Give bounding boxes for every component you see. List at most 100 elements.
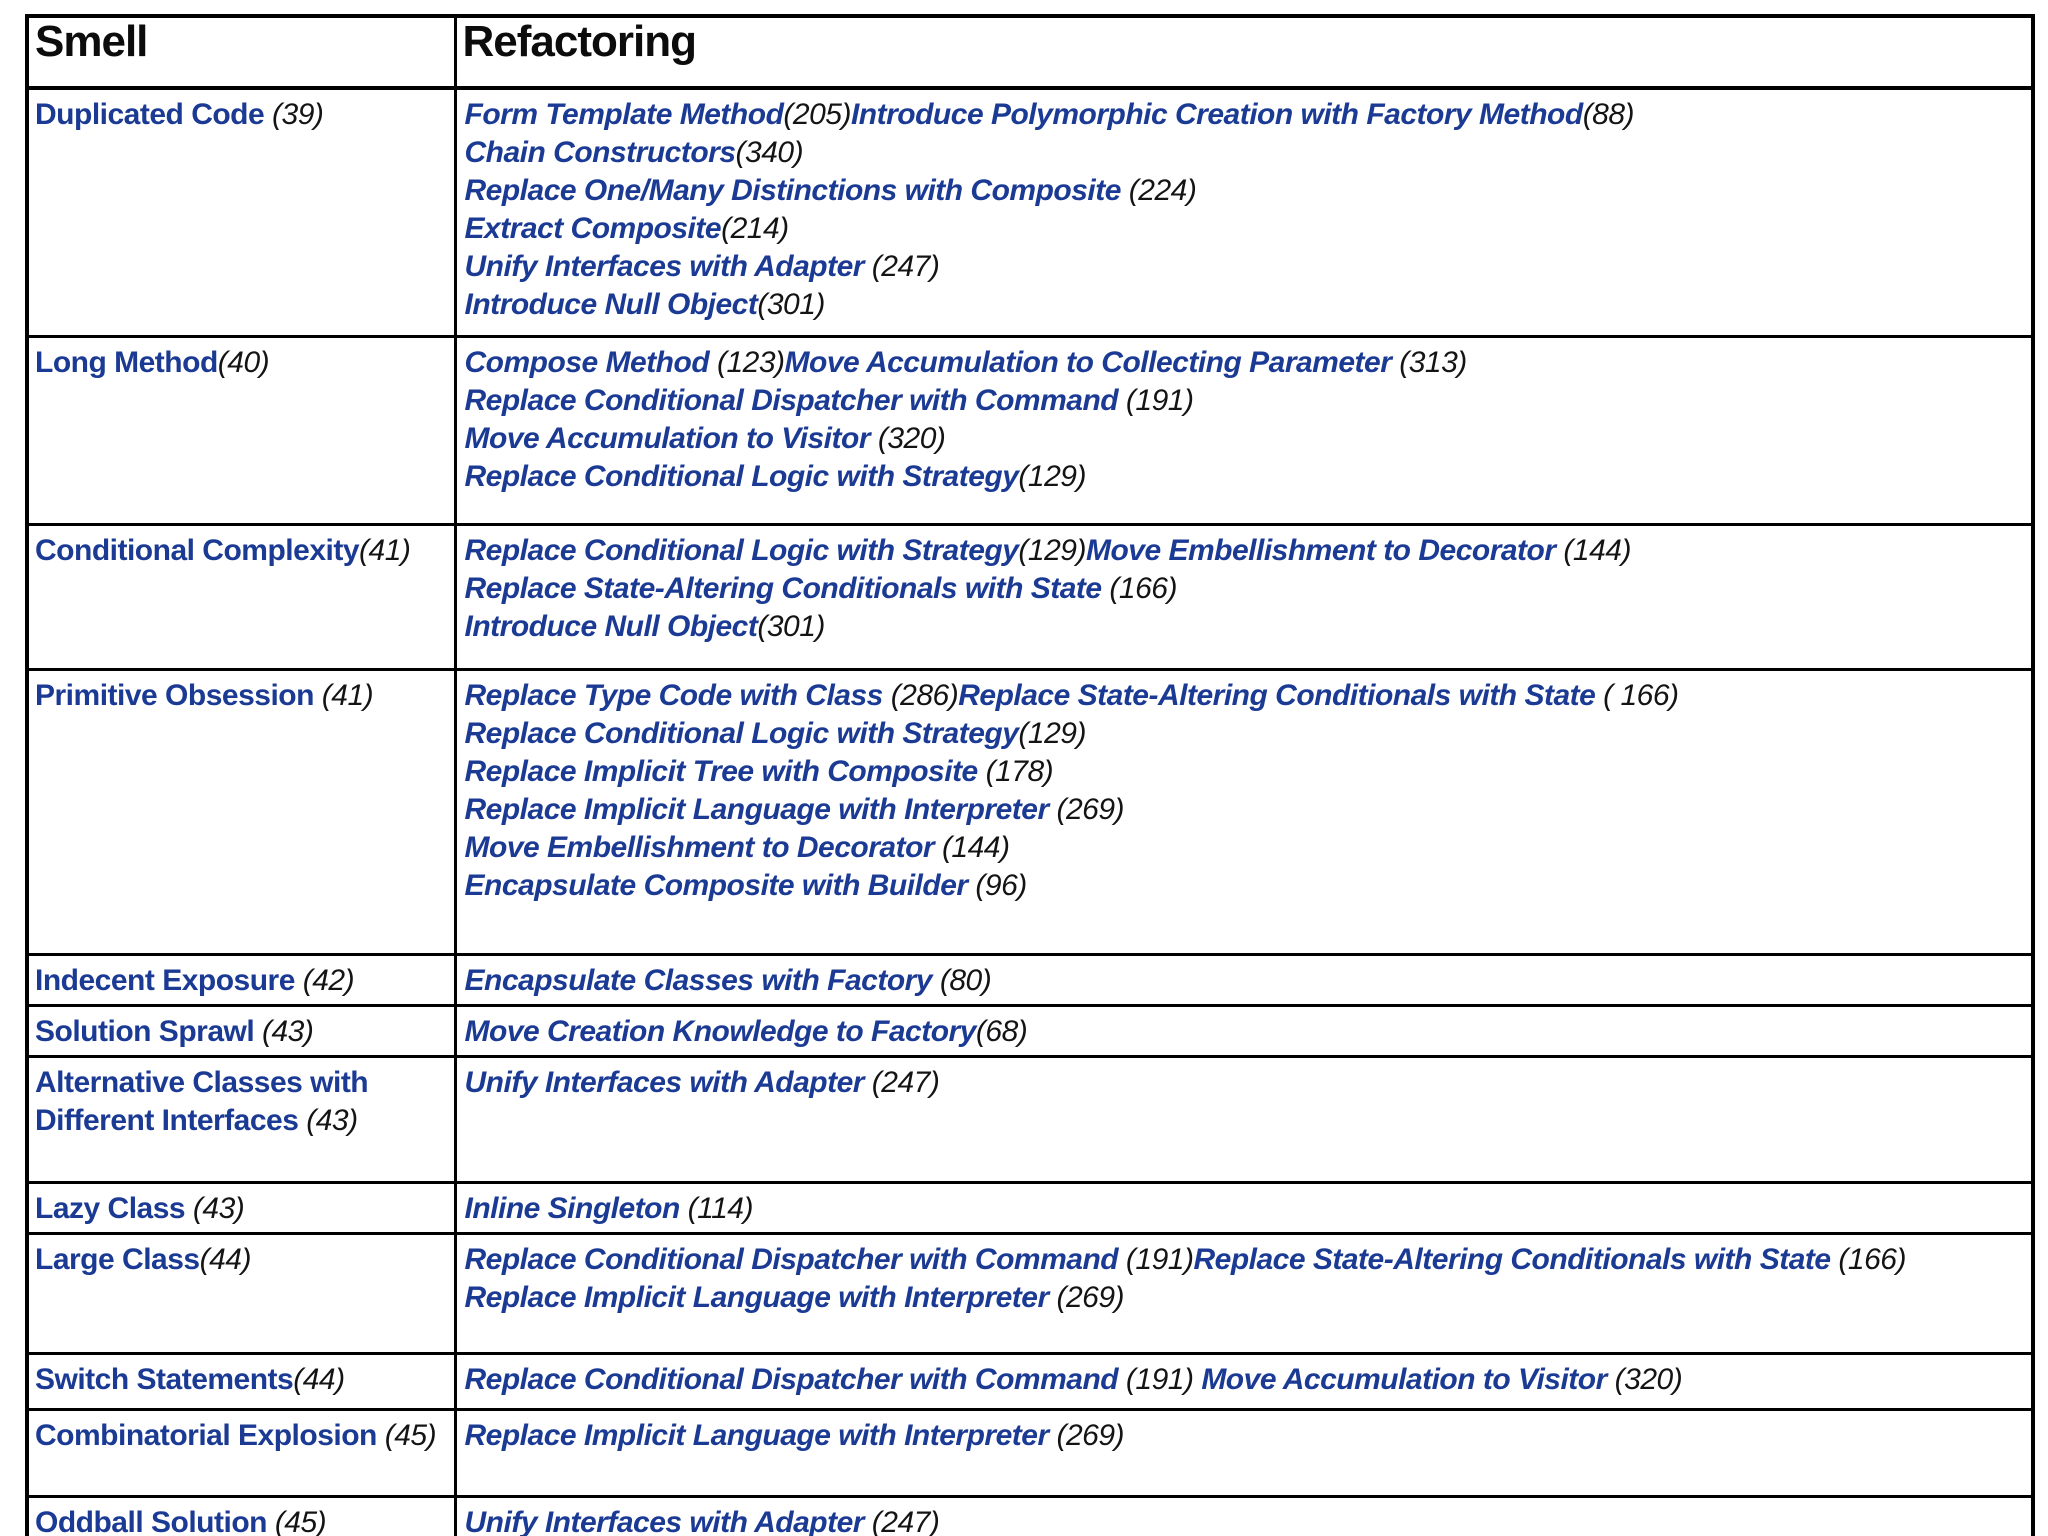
refactoring-name: Replace Type Code with Class <box>464 678 884 712</box>
refactoring-name: Encapsulate Classes with Factory <box>464 963 933 997</box>
refactoring-name: Unify Interfaces with Adapter <box>464 250 865 283</box>
refactoring-page-ref: (80) <box>932 963 992 997</box>
refactoring-line: Introduce Null Object(301) <box>465 286 2028 324</box>
refactoring-page-ref: (191) <box>1118 1242 1194 1276</box>
table-row: Indecent Exposure (42) Encapsulate Classe… <box>25 952 2035 1007</box>
refactoring-page-ref: (313) <box>1391 345 1467 379</box>
refactoring-line: Replace Conditional Dispatcher with Comm… <box>465 382 2028 420</box>
smell-name: Large Class <box>35 1242 200 1276</box>
refactoring-line: Replace Conditional Logic with Strategy(… <box>465 458 2028 496</box>
smell-name: Primitive Obsession <box>35 678 314 712</box>
refactoring-page-ref: (301) <box>757 288 825 321</box>
refactoring-line: Replace Type Code with Class (286)Replac… <box>465 677 2028 715</box>
smell-column-header: Smell <box>25 14 457 90</box>
refactoring-name: Replace One/Many Distinctions with Compo… <box>464 174 1122 207</box>
refactoring-line: Introduce Null Object(301) <box>465 608 2028 646</box>
refactoring-name: Extract Composite <box>464 212 722 245</box>
refactoring-page-ref: (129) <box>1018 459 1086 493</box>
table-row: Lazy Class (43) Inline Singleton (114) <box>25 1180 2035 1235</box>
refactoring-name: Replace State-Altering Conditionals with… <box>958 678 1596 712</box>
smell-page-ref: (43) <box>298 1103 358 1137</box>
refactoring-page-ref: (247) <box>863 1065 940 1099</box>
smell-cell: Conditional Complexity(41) <box>25 522 457 671</box>
refactoring-name: Replace Conditional Logic with Strategy <box>464 533 1019 567</box>
smell-name: Combinatorial Explosion <box>35 1418 377 1452</box>
refactoring-page-ref: (166) <box>1101 571 1177 605</box>
smell-name: Solution Sprawl <box>35 1014 255 1048</box>
refactoring-column-header: Refactoring <box>453 14 2035 90</box>
refactoring-page-ref: (286) <box>882 678 959 712</box>
refactoring-page-ref: (320) <box>870 421 946 455</box>
refactoring-line: Replace State-Altering Conditionals with… <box>465 570 2028 608</box>
smell-cell: Long Method(40) <box>25 334 457 526</box>
refactoring-line: Encapsulate Composite with Builder (96) <box>465 867 2028 905</box>
refactoring-page-ref: (178) <box>977 754 1054 788</box>
refactoring-page-ref: (214) <box>721 212 789 245</box>
refactoring-name: Introduce Polymorphic Creation with Fact… <box>850 98 1583 131</box>
smell-name: Conditional Complexity <box>35 533 360 567</box>
smell-cell: Combinatorial Explosion (45) <box>25 1407 457 1498</box>
refactoring-page-ref: (269) <box>1048 792 1125 826</box>
smell-page-ref: (45) <box>376 1418 437 1452</box>
refactoring-name: Inline Singleton <box>464 1191 681 1225</box>
smell-page-ref: (39) <box>264 98 324 131</box>
smell-page-ref: (45) <box>266 1505 327 1536</box>
refactoring-line: Replace Conditional Logic with Strategy(… <box>465 532 2028 570</box>
table-body: Duplicated Code (39) Form Template Method… <box>25 86 2035 1536</box>
refactoring-line: Encapsulate Classes with Factory (80) <box>465 962 2028 1000</box>
refactoring-page-ref: (166) <box>1830 1242 1906 1276</box>
smell-name: Duplicated Code <box>35 98 265 131</box>
refactoring-cell: Replace Type Code with Class (286)Replac… <box>453 667 2035 956</box>
refactoring-name: Introduce Null Object <box>464 288 758 321</box>
refactoring-name: Encapsulate Composite with Builder <box>464 868 969 902</box>
table-row: Long Method(40) Compose Method (123)Move … <box>25 334 2035 526</box>
refactoring-line: Unify Interfaces with Adapter (247) <box>465 248 2028 286</box>
refactoring-line: Replace Implicit Language with Interpret… <box>465 1279 2028 1317</box>
refactoring-name: Move Embellishment to Decorator <box>1085 533 1556 567</box>
refactoring-name: Compose Method <box>464 345 710 379</box>
refactoring-line: Replace One/Many Distinctions with Compo… <box>465 172 2028 210</box>
refactoring-page-ref: (340) <box>735 136 804 169</box>
refactoring-cell: Replace Conditional Logic with Strategy (… <box>453 522 2035 671</box>
smell-name: Lazy Class <box>35 1191 186 1225</box>
smell-page-ref: (41) <box>359 533 411 567</box>
refactoring-cell: Encapsulate Classes with Factory (80) <box>453 952 2035 1007</box>
refactoring-name: Chain Constructors <box>464 136 737 169</box>
refactoring-page-ref: (129) <box>1018 716 1086 750</box>
smell-page-ref: (44) <box>199 1242 252 1276</box>
refactoring-line: Unify Interfaces with Adapter (247) <box>465 1064 2028 1102</box>
smell-name: Oddball Solution <box>35 1505 267 1536</box>
refactoring-name: Introduce Null Object <box>464 609 758 643</box>
smell-name: Long Method <box>35 345 218 379</box>
refactoring-page-ref: (269) <box>1048 1280 1125 1314</box>
table-row: Primitive Obsession (41) Replace Type Cod… <box>25 667 2035 956</box>
refactoring-name: Move Accumulation to Collecting Paramete… <box>784 345 1392 379</box>
refactoring-page-ref: (269) <box>1048 1418 1125 1452</box>
refactoring-page-ref: (144) <box>934 830 1010 864</box>
refactoring-name: Replace Implicit Language with Interpret… <box>464 1418 1050 1452</box>
refactoring-page-ref: ( 166) <box>1595 678 1679 712</box>
smell-refactoring-table: Smell Refactoring Duplicated Code (39) Fo… <box>25 14 2035 1536</box>
smell-page-ref: (42) <box>294 963 355 997</box>
header-row: Smell Refactoring <box>25 14 2035 90</box>
smell-cell: Lazy Class (43) <box>25 1180 457 1235</box>
refactoring-line: Replace Conditional Logic with Strategy(… <box>465 715 2028 753</box>
smell-name: Indecent Exposure <box>35 963 295 997</box>
refactoring-name: Replace Conditional Logic with Strategy <box>464 459 1019 493</box>
refactoring-name: Move Creation Knowledge to Factory <box>464 1014 977 1048</box>
refactoring-cell: Unify Interfaces with Adapter (247) <box>453 1054 2035 1184</box>
refactoring-name: Replace Conditional Dispatcher with Comm… <box>464 383 1119 417</box>
smell-cell: Primitive Obsession (41) <box>25 667 457 956</box>
table-row: Combinatorial Explosion (45) Replace Impl… <box>25 1407 2035 1498</box>
refactoring-cell: Form Template Method(205)Introduce Polym… <box>453 86 2035 338</box>
smell-cell: Oddball Solution (45) <box>25 1494 457 1536</box>
table-row: Switch Statements(44) Replace Conditional… <box>25 1351 2035 1411</box>
refactoring-line: Inline Singleton (114) <box>465 1190 2028 1228</box>
refactoring-line: Compose Method (123)Move Accumulation to… <box>465 344 2028 382</box>
refactoring-cell: Inline Singleton (114) <box>453 1180 2035 1235</box>
refactoring-cell: Unify Interfaces with Adapter (247) <box>453 1494 2035 1536</box>
refactoring-line: Replace Conditional Dispatcher with Comm… <box>465 1361 2028 1399</box>
table-row: Oddball Solution (45) Unify Interfaces wi… <box>25 1494 2035 1536</box>
refactoring-line: Chain Constructors(340) <box>465 134 2028 172</box>
smell-cell: Large Class(44) <box>25 1231 457 1355</box>
